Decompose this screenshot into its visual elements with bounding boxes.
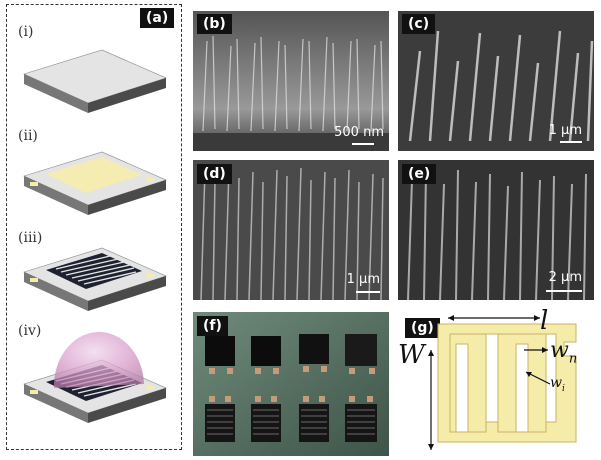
step-iii-label: (iii) bbox=[18, 230, 43, 246]
panel-e-tag: (e) bbox=[402, 164, 437, 184]
device-row-bottom bbox=[205, 396, 377, 442]
panel-c-tag: (c) bbox=[402, 14, 436, 34]
sem-image-c bbox=[398, 11, 594, 151]
step-i-label: (i) bbox=[18, 24, 34, 40]
step-iv-label: (iv) bbox=[18, 323, 42, 339]
panel-d-tag: (d) bbox=[197, 164, 232, 184]
substrate-step-i bbox=[23, 49, 167, 113]
device-row-top bbox=[205, 334, 377, 374]
scale-bar-c bbox=[560, 141, 582, 143]
scale-label-e: 2 µm bbox=[548, 270, 582, 285]
device-photo-f bbox=[193, 312, 389, 456]
fabrication-steps-drawing bbox=[23, 49, 167, 423]
substrate-step-iii bbox=[23, 247, 167, 311]
width-label: W bbox=[398, 340, 425, 370]
length-label: l bbox=[540, 306, 549, 336]
wi-label: wi bbox=[550, 375, 565, 394]
wn-label-base: w bbox=[550, 338, 569, 363]
scale-bar-b bbox=[352, 143, 374, 145]
fabrication-panel-a bbox=[6, 4, 182, 450]
panel-g-tag: (g) bbox=[405, 318, 440, 338]
wi-label-base: w bbox=[550, 375, 562, 391]
panel-a-tag: (a) bbox=[140, 8, 175, 28]
substrate-step-iv bbox=[23, 331, 167, 423]
panel-f-tag: (f) bbox=[197, 316, 228, 336]
scale-bar-e bbox=[546, 290, 582, 292]
step-ii-label: (ii) bbox=[18, 128, 38, 144]
substrate-step-ii bbox=[23, 151, 167, 215]
scale-label-b: 500 nm bbox=[334, 125, 384, 140]
scale-label-c: 1 µm bbox=[548, 123, 582, 138]
scale-bar-d bbox=[356, 291, 380, 293]
electrode-gaps bbox=[449, 333, 557, 433]
wn-label-sub: n bbox=[568, 351, 578, 367]
panel-b-tag: (b) bbox=[197, 14, 232, 34]
interdigitated-electrode bbox=[437, 323, 577, 443]
wn-label: wn bbox=[550, 338, 577, 366]
electrode-schematic-g bbox=[428, 315, 577, 450]
scale-label-d: 1 µm bbox=[346, 272, 380, 287]
polymer-dome bbox=[53, 331, 144, 388]
wi-label-sub: i bbox=[561, 383, 565, 394]
sem-image-b bbox=[193, 11, 389, 151]
